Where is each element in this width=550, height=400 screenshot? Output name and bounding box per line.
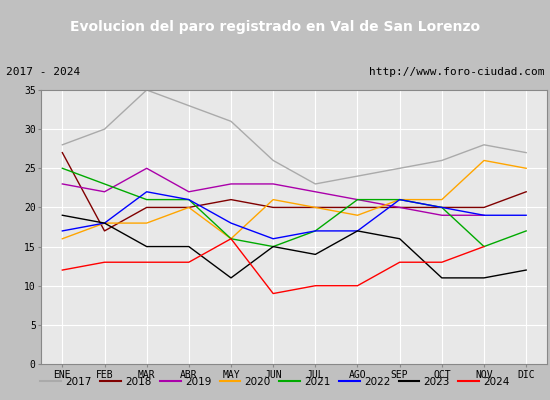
Text: 2017 - 2024: 2017 - 2024: [6, 67, 80, 77]
Text: http://www.foro-ciudad.com: http://www.foro-ciudad.com: [369, 67, 544, 77]
Legend: 2017, 2018, 2019, 2020, 2021, 2022, 2023, 2024: 2017, 2018, 2019, 2020, 2021, 2022, 2023…: [36, 373, 514, 391]
Text: Evolucion del paro registrado en Val de San Lorenzo: Evolucion del paro registrado en Val de …: [70, 20, 480, 34]
